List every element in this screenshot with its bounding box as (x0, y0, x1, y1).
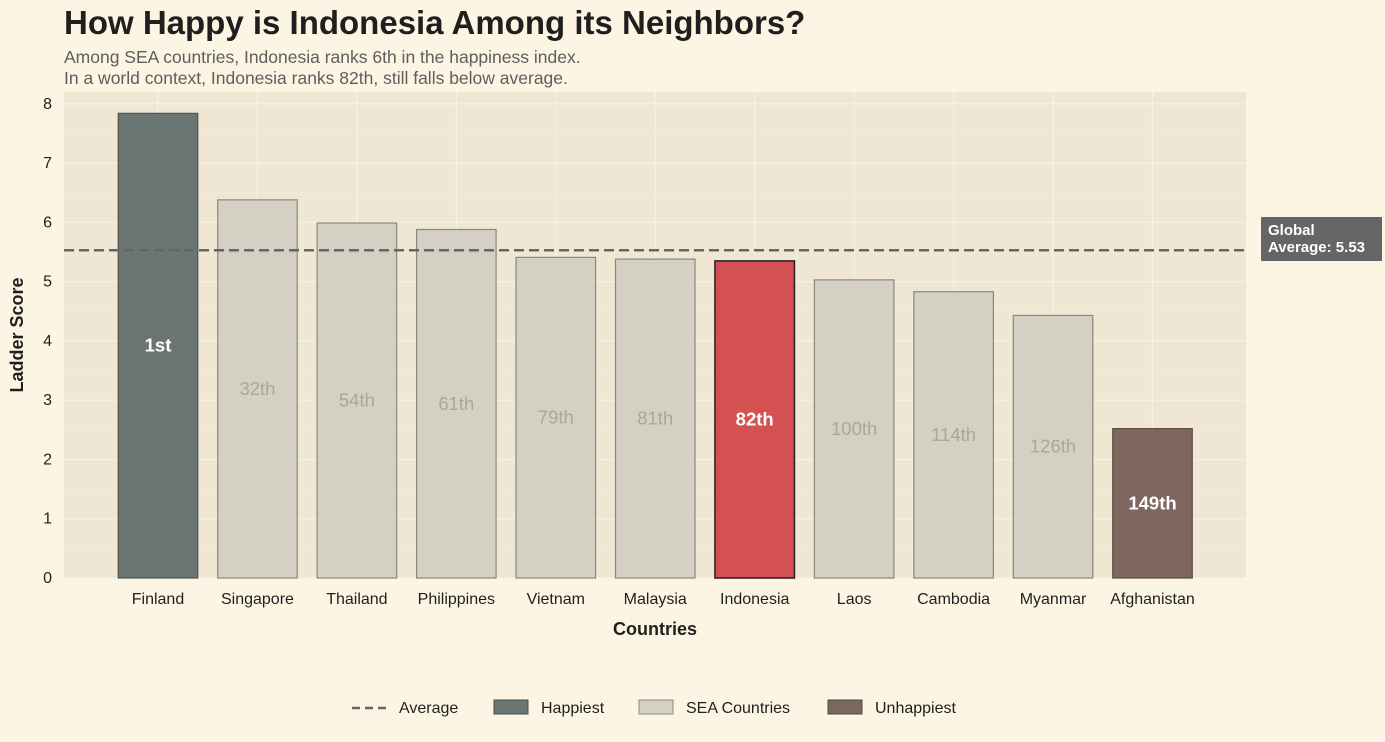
rank-label-thailand: 54th (339, 389, 375, 410)
x-tick-label: Cambodia (917, 591, 990, 608)
average-annotation-box (1261, 217, 1382, 261)
rank-label-myanmar: 126th (1030, 436, 1076, 457)
y-axis-ticks: 0 1 2 3 4 5 6 7 8 (43, 96, 52, 587)
y-tick-label: 1 (43, 511, 52, 528)
rank-label-malaysia: 81th (637, 408, 673, 429)
y-tick-label: 4 (43, 333, 52, 350)
x-tick-label: Afghanistan (1110, 591, 1195, 608)
legend-happiest-label: Happiest (541, 700, 605, 717)
bar-malaysia (614, 258, 696, 579)
bar-singapore (217, 199, 298, 579)
legend-unhappiest-swatch (827, 699, 863, 715)
legend-happiest-swatch (493, 699, 529, 715)
average-annotation-line1: Global (1268, 222, 1315, 239)
bar-indonesia (714, 260, 796, 579)
bar-laos (813, 279, 895, 579)
rank-label-vietnam: 79th (538, 407, 574, 428)
rank-label-indonesia: 82th (736, 408, 774, 429)
legend-sea-swatch (638, 699, 674, 715)
average-annotation: Global Average: 5.53 (1261, 217, 1382, 261)
y-tick-label: 3 (43, 392, 52, 409)
rank-label-philippines: 61th (438, 393, 474, 414)
y-tick-label: 6 (43, 214, 52, 231)
rank-label-laos: 100th (831, 418, 877, 439)
legend-unhappiest-label: Unhappiest (875, 700, 957, 717)
bar-cambodia (913, 291, 994, 579)
average-annotation-line2: Average: 5.53 (1268, 239, 1365, 256)
rank-label-cambodia: 114th (931, 424, 976, 445)
rank-label-finland: 1st (145, 335, 172, 356)
y-tick-label: 2 (43, 451, 52, 468)
y-axis-title: Ladder Score (7, 277, 27, 392)
x-tick-label: Vietnam (527, 591, 585, 608)
x-tick-label: Malaysia (624, 591, 687, 608)
chart-subtitle-line1: Among SEA countries, Indonesia ranks 6th… (64, 47, 581, 67)
bar-afghanistan (1112, 428, 1193, 579)
legend-average-label: Average (399, 700, 458, 717)
bars: 1st 32th 54th 61th 79th 81th 82th 100th 114th 126… (117, 112, 1193, 579)
x-tick-label: Finland (132, 591, 184, 608)
x-tick-label: Myanmar (1020, 591, 1087, 608)
y-tick-label: 5 (43, 274, 52, 291)
y-tick-label: 0 (43, 570, 52, 587)
x-tick-label: Laos (837, 591, 872, 608)
rank-label-singapore: 32th (239, 378, 275, 399)
legend-sea-label: SEA Countries (686, 700, 790, 717)
bar-vietnam (515, 256, 597, 579)
bar-myanmar (1012, 314, 1094, 579)
y-tick-label: 7 (43, 155, 52, 172)
x-tick-label: Singapore (221, 591, 294, 608)
bar-thailand (316, 222, 398, 579)
chart-subtitle-line2: In a world context, Indonesia ranks 82th… (64, 68, 568, 88)
x-tick-label: Philippines (418, 591, 495, 608)
chart-title: How Happy is Indonesia Among its Neighbo… (64, 4, 805, 41)
rank-label-afghanistan: 149th (1128, 492, 1176, 513)
bar-philippines (416, 228, 497, 579)
x-axis-ticks: Finland Singapore Thailand Philippines Vietn… (132, 591, 1195, 608)
x-axis-title: Countries (613, 619, 697, 639)
x-tick-label: Thailand (326, 591, 387, 608)
legend: Average Happiest SEA Countries Unhappies… (352, 699, 957, 717)
x-tick-label: Indonesia (720, 591, 789, 608)
y-tick-label: 8 (43, 96, 52, 113)
bar-finland (117, 112, 199, 579)
